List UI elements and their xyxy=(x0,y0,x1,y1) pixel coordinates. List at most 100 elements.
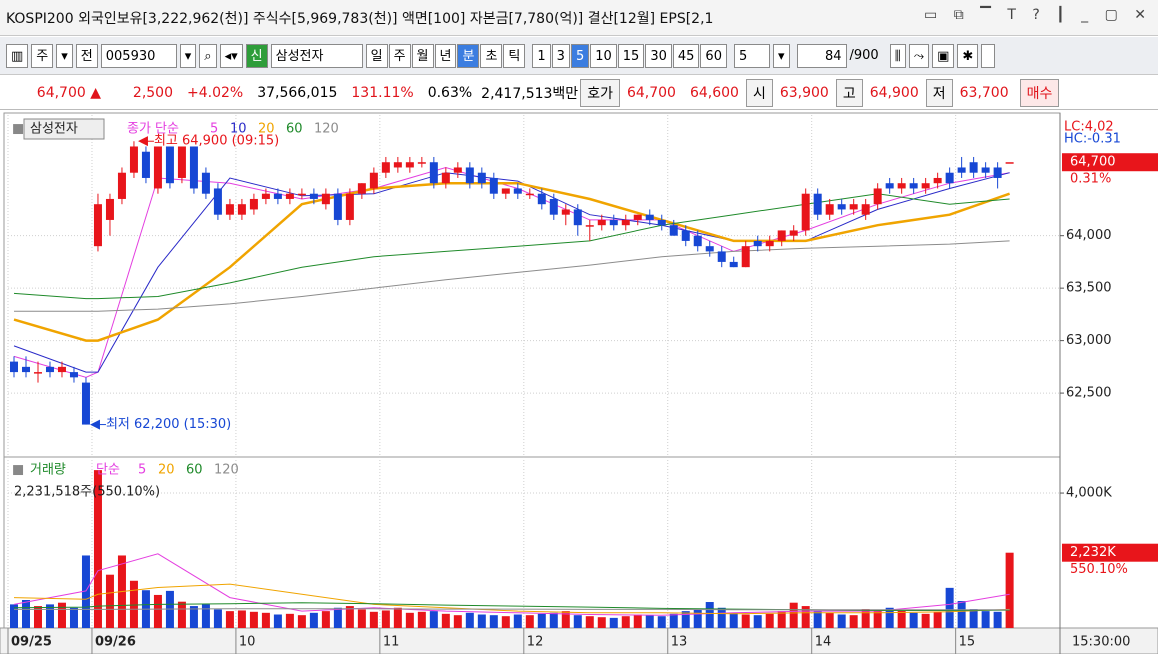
candle-body xyxy=(177,146,186,178)
candle-body xyxy=(213,188,222,215)
buy-button[interactable]: 매수 xyxy=(1019,78,1060,107)
legend-entry: 60 xyxy=(186,463,203,478)
stock-type[interactable]: 주 xyxy=(31,43,54,68)
high: 64,900 xyxy=(869,84,919,101)
volume-bar xyxy=(1005,552,1014,628)
x-tick-label: 15 xyxy=(959,635,976,650)
volume-bar xyxy=(153,594,162,628)
window-controls[interactable]: ▭ ⧉ ▔ T ? ┃ _ ▢ ✕ xyxy=(924,7,1152,23)
volume-bar xyxy=(849,615,858,628)
interval-group: 1 3 5 10 15 30 45 60 xyxy=(532,43,727,68)
candle-body xyxy=(645,214,654,220)
high-label: 고 xyxy=(835,78,863,107)
volume-bar xyxy=(309,612,318,628)
period-button[interactable]: 틱 xyxy=(503,43,526,68)
checkbox[interactable] xyxy=(981,43,996,68)
period-button[interactable]: 주 xyxy=(388,43,411,68)
period-button[interactable]: 년 xyxy=(434,43,457,68)
volume-bar xyxy=(897,610,906,628)
volume-bar xyxy=(333,607,342,628)
interval-button[interactable]: 30 xyxy=(645,43,672,68)
candle-body xyxy=(69,372,78,378)
candle-body xyxy=(237,204,246,215)
volume-bar xyxy=(357,609,366,628)
candle-body xyxy=(741,246,750,268)
interval-button[interactable]: 45 xyxy=(672,43,700,68)
candle-body xyxy=(465,167,474,184)
ma-label: 단순 xyxy=(96,463,120,478)
interval-button[interactable]: 5 xyxy=(570,43,590,68)
low-label: 저 xyxy=(925,78,953,107)
ma-line xyxy=(14,608,1010,611)
candle-body xyxy=(381,162,390,173)
volume-bar xyxy=(681,611,690,628)
badge: 신 xyxy=(245,43,268,68)
low: 63,700 xyxy=(959,84,1009,101)
volume-bar xyxy=(417,611,426,628)
dropdown[interactable]: ▾ xyxy=(56,43,73,68)
last-volume-rate: 550.10% xyxy=(1070,562,1128,577)
change: 2,500 xyxy=(132,84,173,101)
last-volume: 2,232K xyxy=(1070,545,1116,560)
candle-body xyxy=(165,146,174,184)
y-tick-label: 62,500 xyxy=(1066,386,1112,401)
tool-icon[interactable]: ⫼ xyxy=(889,43,906,68)
interval-button[interactable]: 3 xyxy=(551,43,570,68)
candle-body xyxy=(753,240,762,247)
candle-body xyxy=(909,183,918,189)
count-input[interactable]: 84 xyxy=(796,43,847,68)
price: 64,700 ▲ xyxy=(36,84,101,101)
candle-body xyxy=(933,177,942,184)
volume-bar xyxy=(249,611,258,628)
period-button[interactable]: 월 xyxy=(411,43,434,68)
time-label: 15:30:00 xyxy=(1072,635,1130,650)
candle-body xyxy=(981,167,990,173)
interval-button[interactable]: 10 xyxy=(590,43,617,68)
volume-bar xyxy=(825,612,834,628)
legend-box xyxy=(23,118,105,140)
candle-body xyxy=(849,204,858,210)
settings-icon[interactable]: ✱ xyxy=(957,43,979,68)
market[interactable]: 전 xyxy=(75,43,98,68)
candle-body xyxy=(633,214,642,220)
interval-button[interactable]: 15 xyxy=(617,43,645,68)
candle-body xyxy=(45,366,54,373)
candle-body xyxy=(93,204,102,247)
interval-select[interactable]: 5 xyxy=(733,43,770,68)
volume-bar xyxy=(561,611,570,628)
tool-icon[interactable]: ⤳ xyxy=(908,43,930,68)
chart-name: 거래량 xyxy=(30,463,66,478)
volume-bar xyxy=(477,614,486,628)
ma-label: 종가 단순 xyxy=(127,122,179,137)
search[interactable]: ⌕ xyxy=(199,43,217,68)
interval-button[interactable]: 60 xyxy=(700,43,727,68)
volume-bar xyxy=(837,614,846,628)
period-button[interactable]: 초 xyxy=(480,43,503,68)
ma-line xyxy=(13,193,1010,300)
chart-name: 삼성전자 xyxy=(30,122,78,137)
volume-bar xyxy=(909,612,918,628)
last-price-box xyxy=(1062,153,1158,172)
candle-body xyxy=(57,366,66,373)
last-volume-box xyxy=(1062,543,1158,562)
last-price: 64,700 xyxy=(1070,155,1116,170)
period-button[interactable]: 분 xyxy=(457,43,480,68)
save-icon[interactable]: ▣ xyxy=(932,43,955,68)
sound[interactable]: ◂▾ xyxy=(219,43,243,68)
volume-bar xyxy=(621,616,630,628)
candle-body xyxy=(873,188,882,205)
volume-bar xyxy=(705,602,714,628)
period-button[interactable]: 일 xyxy=(365,43,388,68)
chart: 09/25 09/26 10 11 12 13 14 15 62,500 63,000 63,500… xyxy=(0,112,1158,654)
interval-button[interactable]: 1 xyxy=(532,43,551,68)
dropdown[interactable]: ▾ xyxy=(772,43,790,68)
volume-bar xyxy=(777,611,786,628)
candle-body xyxy=(765,240,774,247)
dropdown[interactable]: ▾ xyxy=(179,43,197,68)
menu-icon[interactable]: ▥ xyxy=(6,43,29,68)
volume-bar xyxy=(669,613,678,628)
code-input[interactable]: 005930 xyxy=(100,43,177,68)
stock-name: 삼성전자 xyxy=(270,43,363,68)
candle-body xyxy=(945,172,954,184)
